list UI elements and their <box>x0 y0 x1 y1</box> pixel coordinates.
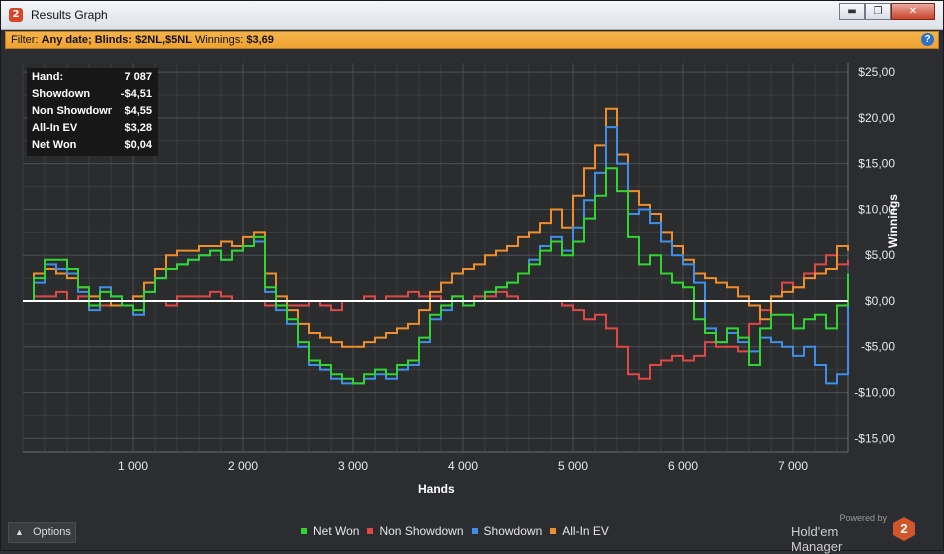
series-net-won <box>23 167 849 385</box>
x-tick-label: 5 000 <box>558 459 588 473</box>
y-tick-label: $25,00 <box>858 65 895 79</box>
legend-label: Net Won <box>313 524 360 538</box>
window-title: Results Graph <box>31 8 108 22</box>
legend-label: Showdown <box>483 524 543 538</box>
filter-winnings-label: Winnings: <box>194 34 244 46</box>
y-tick-label: -$15,00 <box>854 431 895 445</box>
stats-row-showdown: Showdown -$4,51 <box>32 86 154 103</box>
options-label: Options <box>33 526 71 538</box>
stats-label: Showdown <box>32 88 91 100</box>
app-logo-icon: 2 <box>9 8 23 22</box>
stats-label: All-In EV <box>32 122 78 134</box>
x-tick-label: 1 000 <box>118 459 148 473</box>
stats-label: Net Won <box>32 139 77 151</box>
filter-winnings-value: $3,69 <box>246 34 274 46</box>
legend-item-non-showdown[interactable]: Non Showdown <box>367 523 464 539</box>
series-non-showdown <box>23 254 849 380</box>
x-tick-label: 6 000 <box>668 459 698 473</box>
close-button[interactable]: ✕ <box>891 3 935 20</box>
stats-row-all-in-ev: All-In EV $3,28 <box>32 120 154 137</box>
y-axis-title: Winnings <box>886 194 900 248</box>
x-tick-label: 7 000 <box>778 459 808 473</box>
window-controls: ▬ ❐ ✕ <box>839 3 935 20</box>
y-tick-label: -$10,00 <box>854 386 895 400</box>
series-all-in-ev <box>23 107 849 348</box>
title-bar[interactable]: 2 Results Graph ▬ ❐ ✕ <box>1 1 943 30</box>
minimize-button[interactable]: ▬ <box>839 3 865 20</box>
legend-swatch <box>301 528 307 534</box>
legend-label: All-In EV <box>562 524 609 538</box>
brand-hexagon-icon: 2 <box>893 517 915 541</box>
y-tick-label: $5,00 <box>865 248 895 262</box>
legend-item-net-won[interactable]: Net Won <box>301 523 359 539</box>
brand-logo: Powered by Hold'em Manager 2 <box>791 513 921 554</box>
legend-item-showdown[interactable]: Showdown <box>471 523 543 539</box>
stats-value: -$4,51 <box>120 88 152 100</box>
options-button[interactable]: ▲ Options <box>8 522 76 543</box>
stats-row-net-won: Net Won $0,04 <box>32 137 154 154</box>
y-tick-label: $0,00 <box>865 294 895 308</box>
stats-row-non-showdown: Non Showdown $4,55 <box>32 103 154 120</box>
x-tick-label: 3 000 <box>338 459 368 473</box>
help-icon[interactable]: ? <box>921 33 934 46</box>
y-tick-label: $10,00 <box>858 202 895 216</box>
stats-value: $0,04 <box>124 139 152 151</box>
stats-value: 7 087 <box>124 71 152 83</box>
y-tick-label: -$5,00 <box>861 340 895 354</box>
brand-name: Hold'em Manager <box>791 524 843 554</box>
stats-panel: Hand: 7 087 Showdown -$4,51 Non Showdown… <box>27 68 158 156</box>
x-tick-label: 4 000 <box>448 459 478 473</box>
y-tick-label: $20,00 <box>858 111 895 125</box>
stats-row-hand: Hand: 7 087 <box>32 69 154 86</box>
chart-legend: Net Won Non Showdown Showdown All-In EV <box>301 523 617 539</box>
legend-swatch <box>367 528 374 534</box>
filter-bar[interactable]: Filter: Any date; Blinds: $2NL,$5NL Winn… <box>5 31 939 49</box>
stats-label: Hand: <box>32 71 64 83</box>
plot-area <box>23 63 848 452</box>
stats-value: $3,28 <box>124 122 152 134</box>
x-tick-label: 2 000 <box>228 459 258 473</box>
x-axis-title: Hands <box>418 482 455 496</box>
stats-label: Non Showdown <box>32 105 112 117</box>
legend-item-all-in-ev[interactable]: All-In EV <box>550 523 609 539</box>
legend-label: Non Showdown <box>379 524 464 538</box>
filter-prefix: Filter: <box>11 34 39 46</box>
maximize-button[interactable]: ❐ <box>865 3 891 20</box>
legend-swatch <box>471 528 478 534</box>
powered-by-text: Powered by <box>839 513 887 523</box>
y-tick-label: $15,00 <box>858 157 895 171</box>
caret-up-icon: ▲ <box>15 527 24 537</box>
filter-criteria: Any date; Blinds: $2NL,$5NL <box>41 34 192 46</box>
stats-value: $4,55 <box>124 105 152 117</box>
legend-swatch <box>550 528 557 534</box>
